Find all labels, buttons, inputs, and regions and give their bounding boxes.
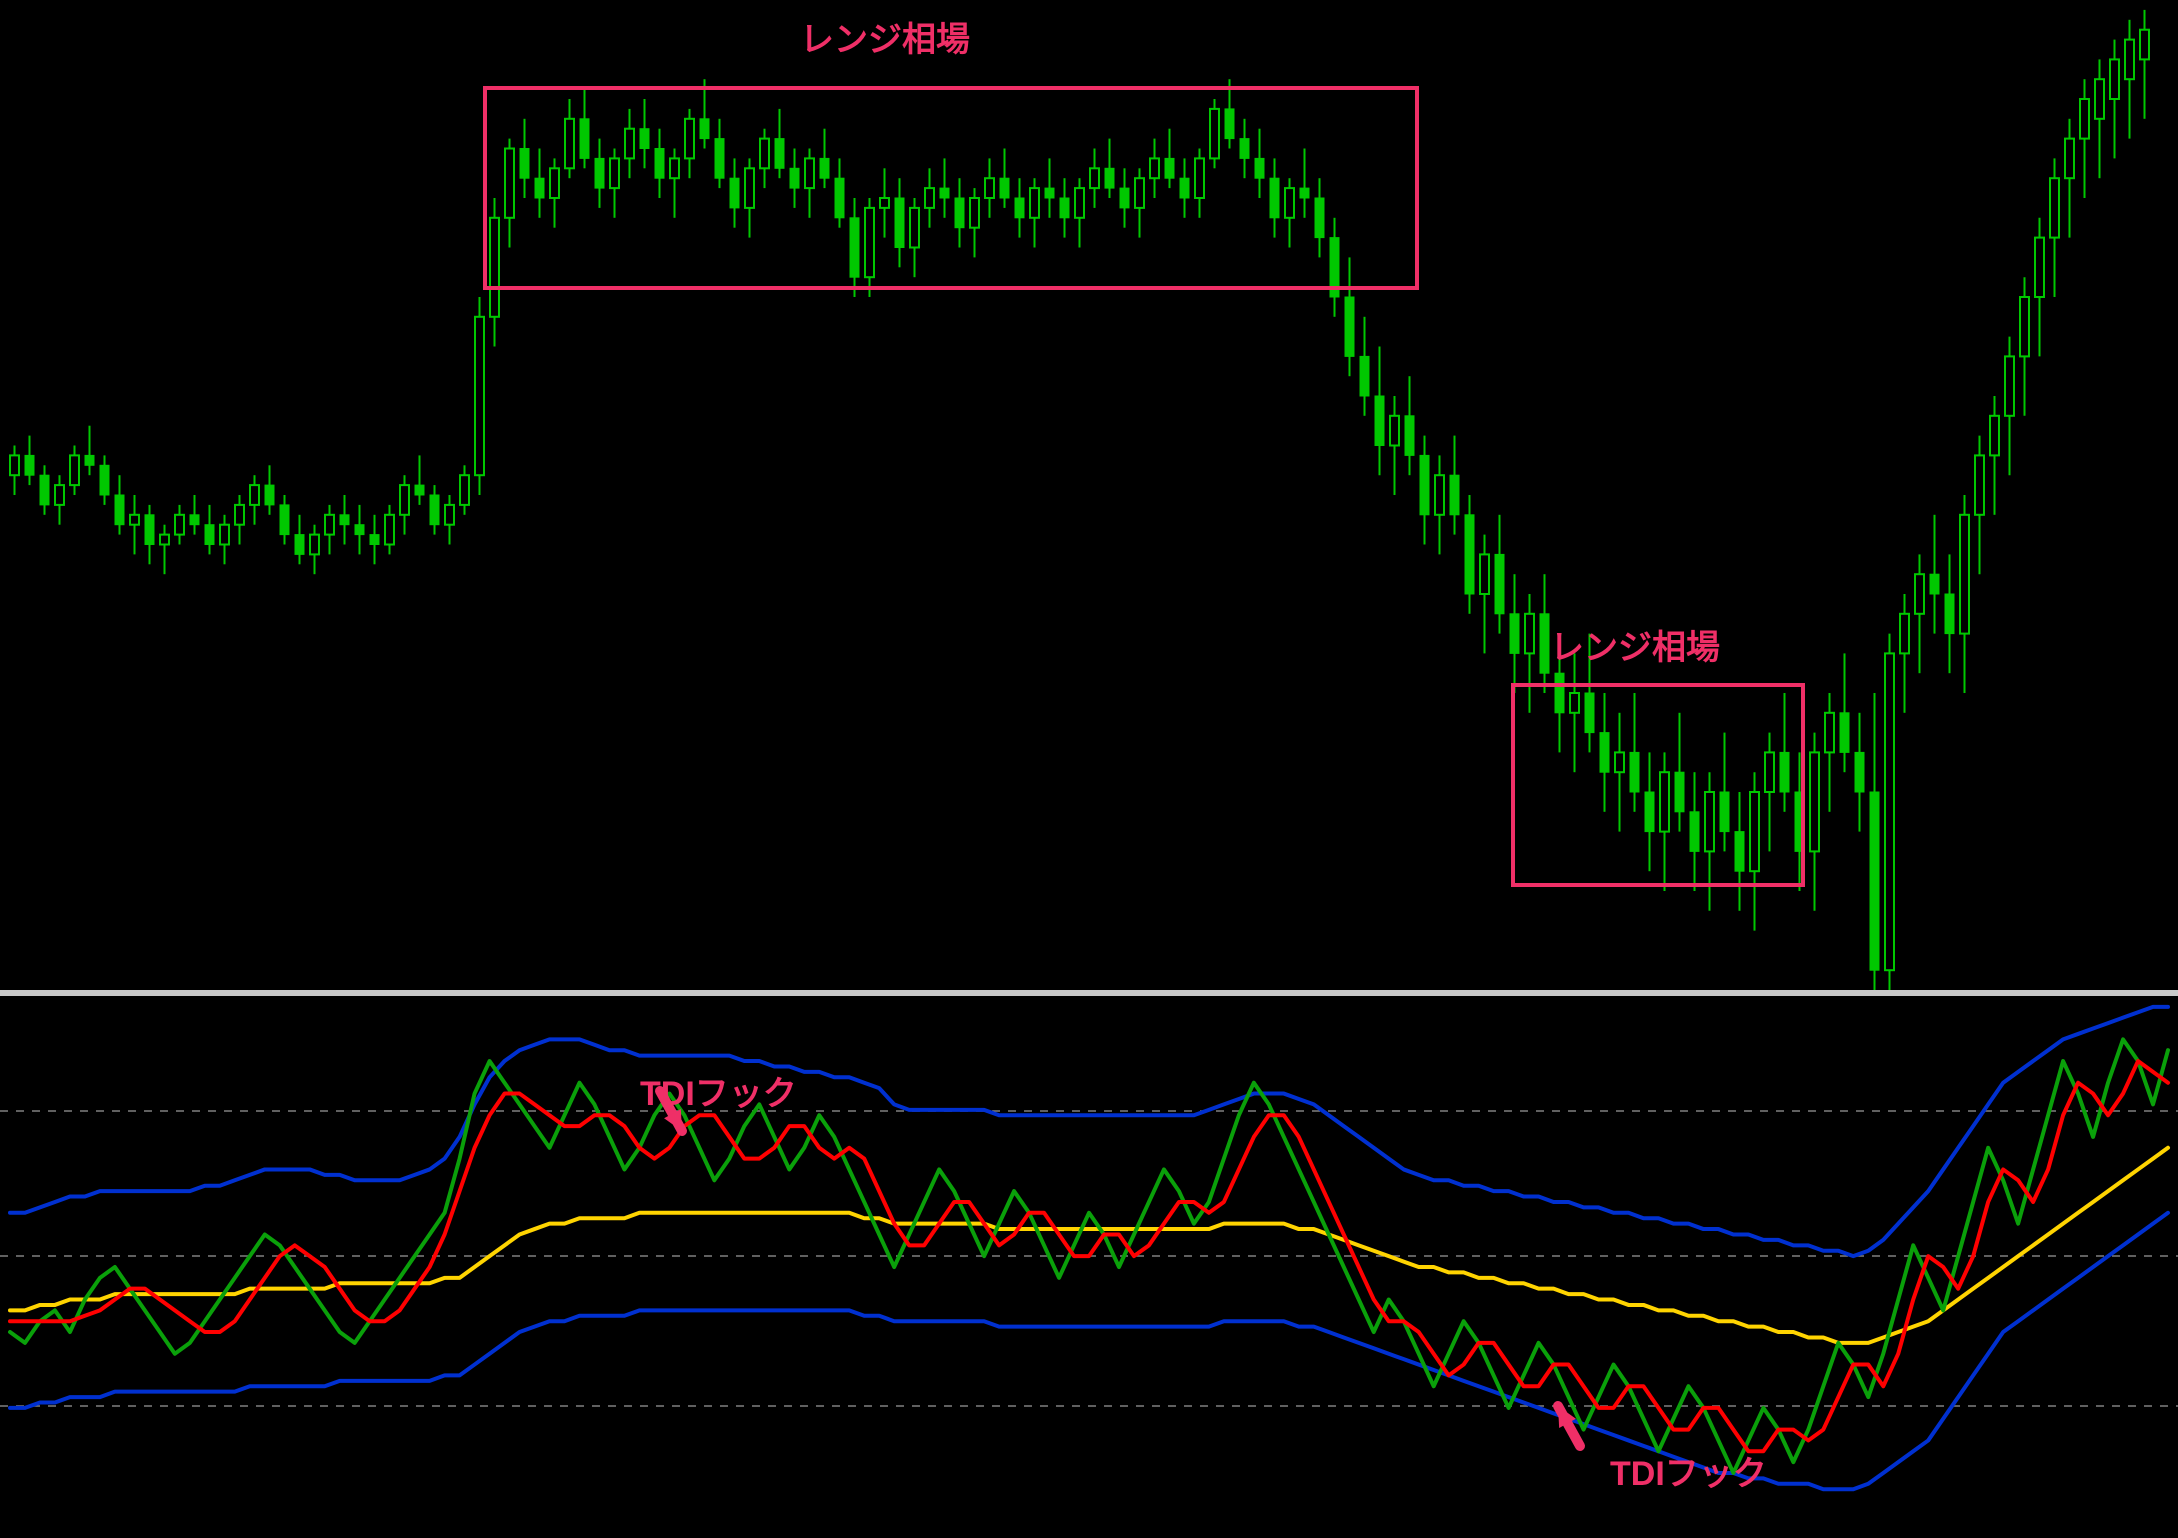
range1-label: レンジ相場 <box>800 12 970 61</box>
tdi-band-upper <box>10 1007 2168 1256</box>
tdi-indicator-panel <box>0 996 2178 1538</box>
tdi-baseline <box>10 1148 2168 1343</box>
tdihook2-label: TDIフック <box>1610 1446 1767 1495</box>
price-chart-panel <box>0 0 2178 990</box>
range2-label: レンジ相場 <box>1550 620 1720 669</box>
tdi-chart <box>0 996 2178 1538</box>
candlestick-chart <box>0 0 2178 990</box>
tdihook1-label: TDIフック <box>640 1066 797 1115</box>
